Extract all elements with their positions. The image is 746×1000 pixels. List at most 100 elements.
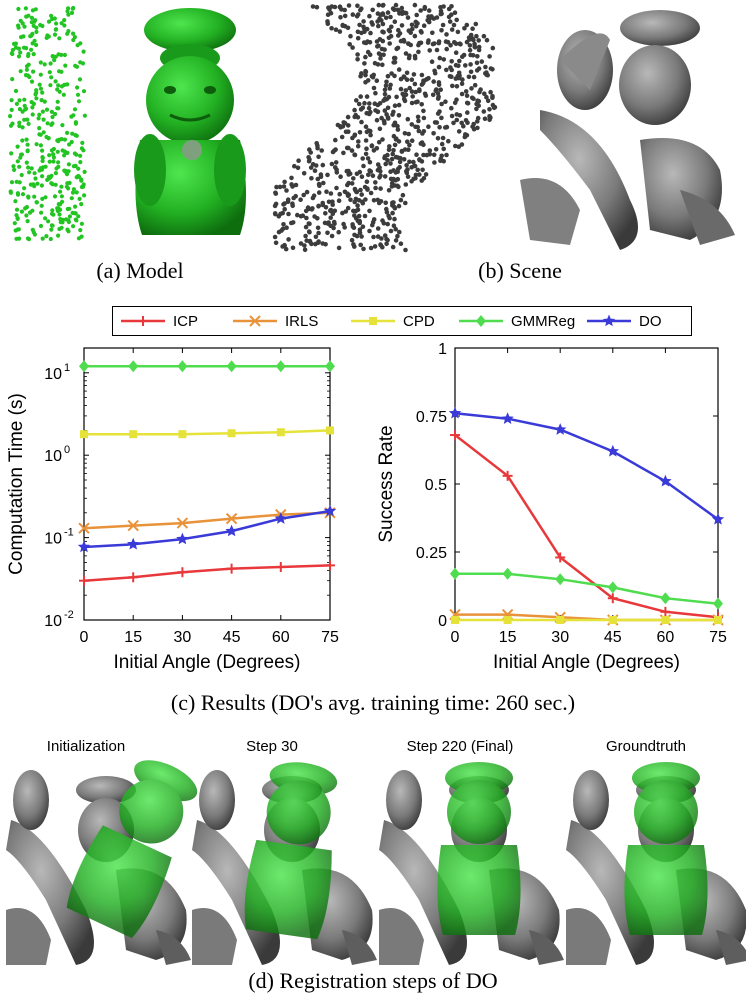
scene-point: [370, 74, 376, 80]
scene-point: [439, 11, 444, 16]
scene-point: [434, 47, 440, 53]
scene-point: [316, 230, 321, 236]
scene-point: [365, 49, 371, 55]
scene-point: [483, 64, 488, 70]
scene-point: [280, 210, 286, 216]
model-point: [69, 139, 74, 145]
series-line: [83, 564, 331, 582]
scene-point: [351, 225, 357, 230]
scene-point: [360, 105, 366, 111]
scene-point: [401, 157, 407, 162]
x-tick-label: 30: [174, 629, 192, 646]
model-point: [40, 196, 45, 201]
scene-point: [355, 12, 361, 17]
model-point: [43, 216, 48, 221]
scene-point: [290, 184, 295, 189]
scene-point: [451, 120, 456, 126]
scene-point: [284, 188, 289, 193]
model-point: [14, 179, 19, 184]
scene-point: [454, 117, 460, 123]
scene-point: [388, 82, 393, 88]
data-point: [325, 560, 335, 571]
model-point: [29, 166, 34, 171]
legend-label: IRLS: [285, 313, 318, 330]
model-point: [9, 107, 14, 112]
scene-point: [460, 54, 465, 59]
model-point: [49, 109, 55, 114]
scene-point: [369, 143, 375, 148]
data-point: [225, 512, 238, 525]
series-line: [83, 511, 331, 530]
scene-point: [293, 182, 299, 188]
scene-point: [446, 6, 452, 12]
series-icp: [450, 430, 723, 623]
model-point: [16, 54, 22, 59]
scene-point: [453, 143, 458, 149]
model-point: [54, 21, 59, 26]
chart-legend: ICP IRLS CPD GMMReg DO: [112, 306, 692, 336]
model-point: [8, 189, 13, 194]
scene-point: [273, 190, 278, 196]
scene-point: [490, 95, 495, 100]
scene-point: [338, 174, 343, 179]
scene-point: [384, 79, 389, 85]
scene-point: [474, 60, 480, 66]
scene-point: [487, 107, 492, 112]
scene-point: [279, 228, 284, 233]
scene-point: [285, 199, 291, 204]
model-point: [38, 132, 43, 137]
model-point: [78, 160, 83, 165]
scene-point: [398, 241, 404, 246]
model-point: [53, 182, 58, 187]
scene-point: [368, 30, 373, 36]
scene-point: [302, 243, 307, 248]
model-point: [23, 206, 28, 211]
model-point: [50, 182, 55, 187]
scene-point: [345, 182, 350, 188]
model-point: [13, 199, 18, 204]
scene-point: [449, 113, 455, 119]
model-point: [19, 152, 24, 157]
model-point: [56, 160, 61, 165]
model-point: [34, 42, 39, 48]
model-point: [31, 101, 36, 106]
scene-point: [481, 33, 487, 39]
x-axis-label: Initial Angle (Degrees): [114, 652, 301, 673]
model-point: [34, 29, 39, 34]
scene-point: [459, 81, 465, 86]
x-tick-label: 75: [321, 629, 339, 646]
scene-point: [490, 67, 495, 72]
scene-point: [405, 15, 411, 20]
scene-point: [380, 218, 385, 223]
scene-point: [459, 120, 465, 126]
model-point: [78, 228, 83, 233]
scene-point: [382, 96, 388, 101]
model-point: [61, 92, 66, 97]
registration-steps-images: [6, 760, 746, 965]
scene-point: [413, 175, 418, 181]
scene-point: [301, 171, 307, 176]
scene-point: [350, 12, 356, 17]
scene-point: [439, 101, 444, 107]
scene-point: [441, 4, 446, 9]
scene-point: [384, 209, 390, 215]
model-point: [25, 219, 30, 224]
scene-point: [409, 138, 415, 143]
scene-point: [382, 87, 388, 93]
model-point: [79, 234, 84, 239]
scene-point: [339, 7, 344, 12]
scene-point: [397, 31, 403, 36]
scene-point: [315, 225, 321, 231]
scene-point: [319, 148, 325, 153]
y-tick-exponent: 1: [64, 362, 70, 374]
model-point: [23, 6, 28, 11]
scene-point: [415, 167, 421, 173]
scene-point: [359, 192, 365, 197]
scene-point: [314, 4, 320, 10]
scene-point: [384, 241, 389, 247]
data-point: [129, 430, 138, 439]
scene-point: [336, 229, 342, 235]
scene-point: [471, 126, 477, 132]
scene-point: [372, 244, 378, 249]
scene-point: [281, 184, 287, 189]
